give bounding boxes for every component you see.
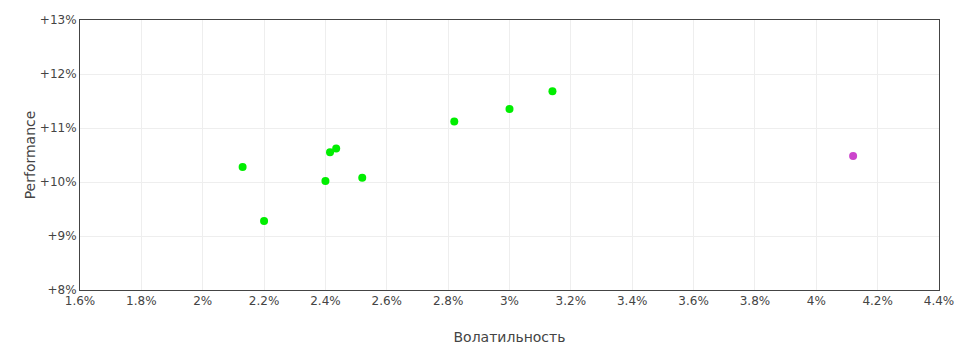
svg-text:2.8%: 2.8% [433,294,464,308]
svg-text:3%: 3% [500,294,519,308]
svg-text:3.8%: 3.8% [740,294,771,308]
svg-text:+12%: +12% [40,67,77,81]
svg-text:2.4%: 2.4% [310,294,341,308]
svg-text:3.2%: 3.2% [556,294,587,308]
svg-text:+8%: +8% [48,283,77,297]
svg-text:+10%: +10% [40,175,77,189]
svg-text:3.4%: 3.4% [617,294,648,308]
svg-text:4%: 4% [807,294,826,308]
svg-text:+13%: +13% [40,13,77,27]
svg-text:1.6%: 1.6% [65,294,96,308]
svg-text:Волатильность: Волатильность [454,329,566,345]
svg-text:+11%: +11% [40,121,77,135]
svg-text:1.8%: 1.8% [126,294,157,308]
svg-text:+9%: +9% [48,229,77,243]
svg-text:2.6%: 2.6% [372,294,403,308]
svg-text:2.2%: 2.2% [249,294,280,308]
svg-text:Performance: Performance [22,111,38,200]
svg-text:4.4%: 4.4% [924,294,955,308]
svg-text:2%: 2% [193,294,212,308]
svg-text:4.2%: 4.2% [862,294,893,308]
svg-text:3.6%: 3.6% [678,294,709,308]
